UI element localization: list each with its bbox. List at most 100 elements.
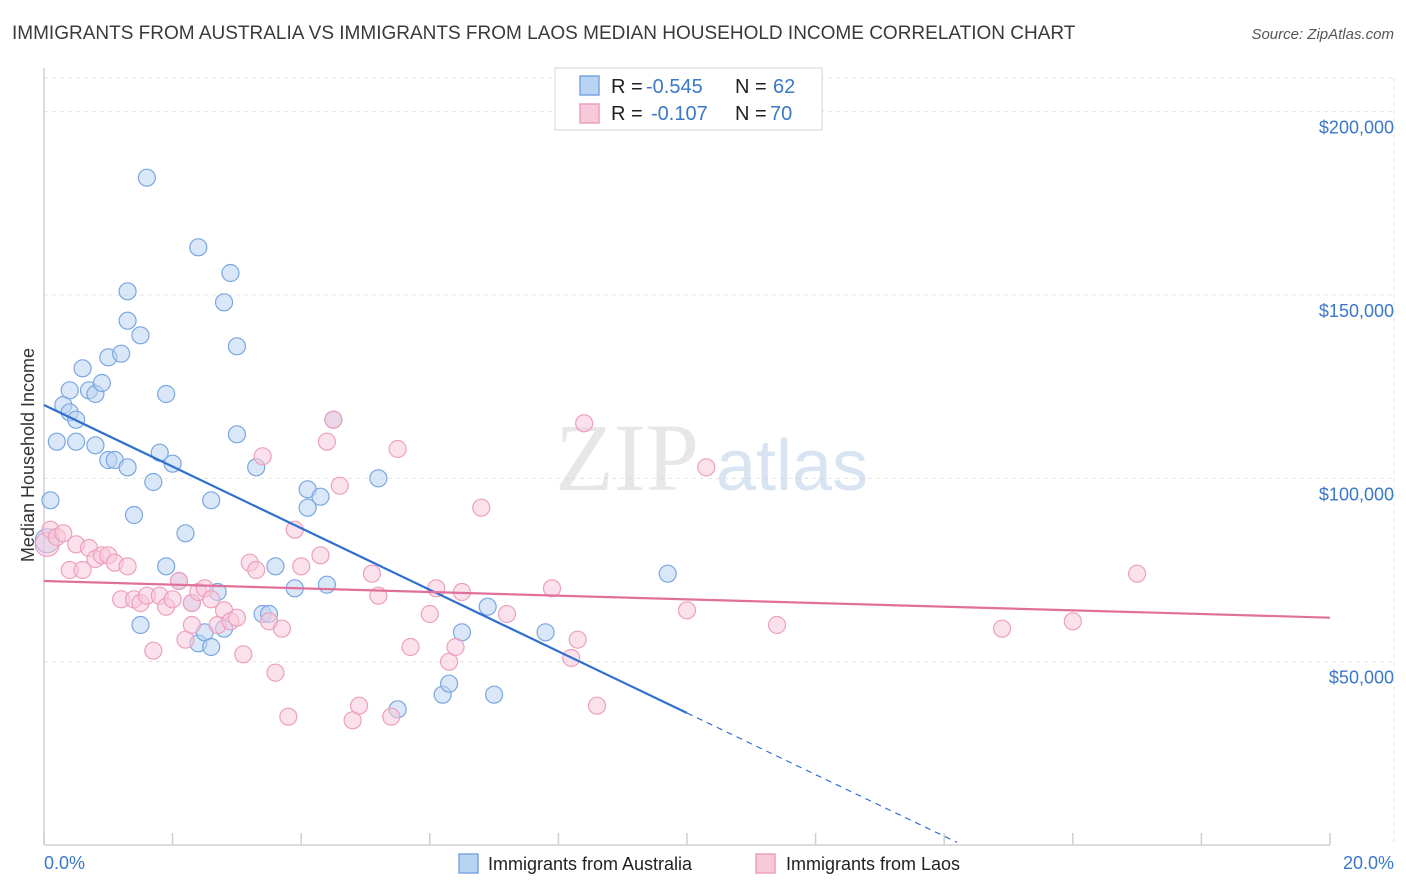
point-australia xyxy=(298,498,317,517)
point-laos xyxy=(292,557,311,576)
point-laos xyxy=(401,637,420,657)
point-australia xyxy=(131,615,150,635)
point-australia xyxy=(478,597,497,616)
point-laos xyxy=(587,696,607,715)
x-tick-label-max: 20.0% xyxy=(1343,853,1394,873)
y-tick-labels: $50,000 $100,000 $150,000 $200,000 xyxy=(1319,118,1394,688)
y-tick-label: $100,000 xyxy=(1319,484,1394,504)
legend-label-australia: Immigrants from Australia xyxy=(488,854,693,874)
stats-r-value-australia: -0.545 xyxy=(646,76,703,98)
stats-n-value-australia: 62 xyxy=(773,76,795,98)
legend-label-laos: Immigrants from Laos xyxy=(786,854,960,874)
x-axis-ticks xyxy=(43,833,1331,845)
trend-line-australia-extension xyxy=(686,712,958,843)
point-laos xyxy=(330,476,349,495)
point-australia xyxy=(369,469,388,488)
point-laos xyxy=(279,707,298,726)
point-australia xyxy=(176,524,195,543)
point-laos xyxy=(382,707,401,726)
y-tick-label: $50,000 xyxy=(1329,668,1394,688)
stats-swatch-laos xyxy=(579,103,600,124)
point-laos xyxy=(324,410,343,429)
point-laos xyxy=(182,615,201,635)
bottom-legend: Immigrants from Australia Immigrants fro… xyxy=(458,853,960,874)
point-australia xyxy=(86,436,105,455)
watermark: ZIP atlas xyxy=(555,404,868,511)
point-australia xyxy=(202,637,221,657)
stats-r-label-australia: R = xyxy=(611,76,643,98)
point-laos xyxy=(420,604,439,624)
point-australia xyxy=(118,311,137,330)
point-australia xyxy=(227,337,246,356)
point-australia xyxy=(317,575,337,594)
point-laos xyxy=(144,641,163,660)
point-laos xyxy=(118,557,137,576)
point-laos xyxy=(992,619,1012,638)
y-tick-label: $150,000 xyxy=(1319,301,1394,321)
point-laos xyxy=(317,432,337,451)
point-australia xyxy=(658,564,677,583)
point-laos xyxy=(542,579,562,598)
chart-title: IMMIGRANTS FROM AUSTRALIA VS IMMIGRANTS … xyxy=(12,23,1076,44)
y-axis-label: Median Household Income xyxy=(18,348,38,562)
trend-line-laos xyxy=(43,579,1331,619)
point-laos xyxy=(446,637,465,657)
point-laos xyxy=(388,439,407,459)
x-tick-label-min: 0.0% xyxy=(44,853,85,873)
point-australia xyxy=(124,505,144,525)
point-laos xyxy=(575,414,594,433)
point-australia xyxy=(92,373,111,393)
point-australia xyxy=(227,425,246,444)
point-australia xyxy=(144,472,163,492)
stats-legend: R = -0.545 N = 62 R = -0.107 N = 70 xyxy=(554,67,823,131)
point-laos xyxy=(73,560,92,580)
point-australia xyxy=(131,326,150,345)
point-laos xyxy=(497,604,517,624)
point-laos xyxy=(54,524,73,543)
point-laos xyxy=(472,498,491,517)
stats-r-label-laos: R = xyxy=(611,103,643,125)
point-australia xyxy=(73,359,92,378)
stats-n-value-laos: 70 xyxy=(770,103,792,125)
y-tick-label: $200,000 xyxy=(1319,118,1394,138)
point-australia xyxy=(112,344,131,363)
point-laos xyxy=(568,630,587,649)
point-laos xyxy=(1063,612,1082,631)
point-laos xyxy=(677,601,697,620)
watermark-atlas: atlas xyxy=(716,426,868,506)
point-australia xyxy=(202,491,221,510)
point-australia xyxy=(536,623,555,642)
series-laos-points xyxy=(34,410,1147,730)
point-australia xyxy=(41,491,60,510)
point-australia xyxy=(311,487,330,506)
point-laos xyxy=(253,447,272,466)
chart-source: Source: ZipAtlas.com xyxy=(1251,26,1394,43)
point-laos xyxy=(697,458,716,477)
point-laos xyxy=(1127,564,1147,583)
point-australia xyxy=(189,238,208,257)
point-laos xyxy=(169,571,189,591)
point-laos xyxy=(767,615,787,635)
legend-swatch-australia xyxy=(458,853,479,874)
point-australia xyxy=(67,432,86,451)
stats-swatch-australia xyxy=(579,75,600,96)
point-laos xyxy=(202,590,221,609)
point-laos xyxy=(311,546,330,565)
point-laos xyxy=(272,619,292,638)
point-australia xyxy=(60,381,79,400)
point-australia xyxy=(266,557,285,576)
point-laos xyxy=(266,663,285,682)
point-australia xyxy=(118,458,137,477)
trend-lines xyxy=(43,404,1331,843)
series-australia-points xyxy=(34,168,677,719)
point-australia xyxy=(214,293,234,312)
trend-line-australia xyxy=(43,404,688,714)
stats-n-label-australia: N = xyxy=(735,76,767,98)
point-laos xyxy=(349,696,369,715)
stats-r-value-laos: -0.107 xyxy=(651,103,708,125)
point-australia xyxy=(221,263,240,283)
point-australia xyxy=(157,557,176,576)
point-australia xyxy=(485,685,504,704)
point-laos xyxy=(234,645,253,664)
